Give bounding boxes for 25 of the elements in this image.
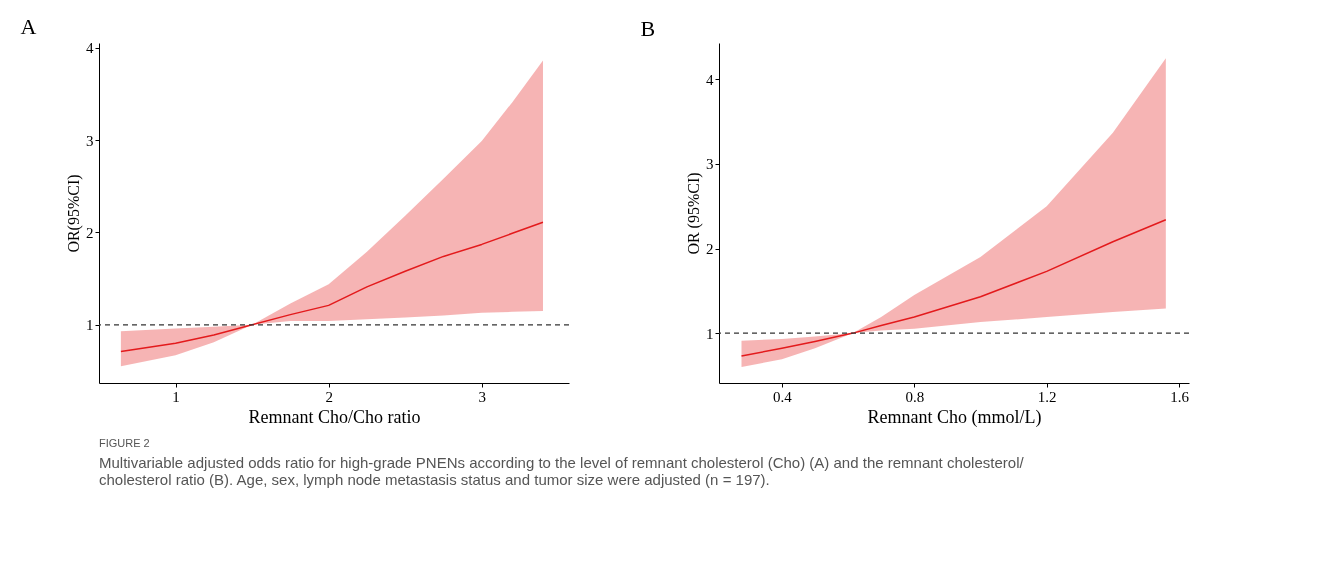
- x-tick-label: 1.6: [1170, 388, 1190, 405]
- x-tick-label: 1: [172, 388, 180, 405]
- y-axis-title: OR(95%CI): [65, 174, 83, 253]
- y-tick-label: 3: [706, 156, 714, 173]
- x-tick-label: 3: [478, 388, 486, 405]
- x-axis-title: Remnant Cho (mmol/L): [867, 406, 1042, 428]
- x-axis-title: Remnant Cho/Cho ratio: [248, 406, 421, 427]
- y-tick-label: 2: [706, 241, 714, 258]
- x-tick-label: 2: [325, 388, 333, 405]
- x-tick-label: 0.8: [905, 388, 925, 405]
- chart-title: A: [20, 13, 37, 39]
- chart-title: B: [640, 16, 656, 41]
- x-tick-label: 1.2: [1037, 388, 1057, 405]
- y-tick-label: 3: [86, 132, 94, 149]
- y-tick-label: 4: [86, 40, 94, 57]
- caption: FIGURE 2: [99, 437, 150, 449]
- line-series: [120, 221, 544, 353]
- y-tick-label: 2: [86, 224, 94, 241]
- y-tick-label: 1: [706, 325, 714, 342]
- x-tick-label: 0.4: [773, 388, 793, 405]
- line-series: [740, 219, 1167, 357]
- y-tick-label: 1: [86, 317, 94, 334]
- text: Multivariable adjusted odds ratio for high-grade PNENs according to the level of remnant cholesterol (Cho) (A) and the remnant cholesterol/ cholesterol ratio (B). Age, sex, lymph node metastasis status and tumor size were adjusted (n = 197).: [99, 453, 1025, 488]
- y-tick-label: 4: [706, 71, 714, 88]
- y-axis-title: OR (95%CI): [685, 172, 703, 255]
